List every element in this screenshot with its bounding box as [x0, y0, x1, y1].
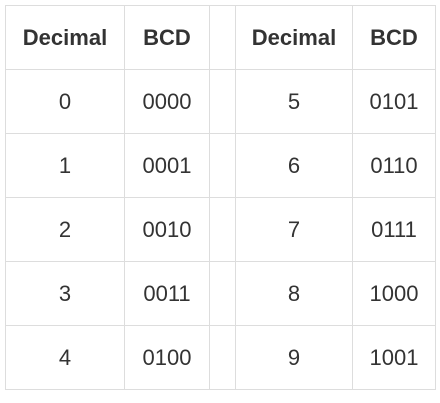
column-spacer	[209, 5, 236, 70]
cell-right-bcd: 0101	[352, 69, 436, 134]
cell-right-decimal: 8	[235, 261, 353, 326]
cell-left-bcd: 0010	[124, 197, 210, 262]
cell-right-decimal: 5	[235, 69, 353, 134]
table-row: 3 0011 8 1000	[5, 261, 436, 326]
cell-right-decimal: 9	[235, 325, 353, 390]
cell-left-bcd: 0011	[124, 261, 210, 326]
column-spacer	[209, 69, 236, 134]
column-spacer	[209, 325, 236, 390]
cell-left-decimal: 4	[5, 325, 125, 390]
cell-left-bcd: 0001	[124, 133, 210, 198]
cell-left-decimal: 1	[5, 133, 125, 198]
cell-right-bcd: 1001	[352, 325, 436, 390]
header-left-decimal: Decimal	[5, 5, 125, 70]
decimal-bcd-table: Decimal BCD Decimal BCD 0 0000 5 0101 1 …	[5, 5, 436, 390]
table-row: 0 0000 5 0101	[5, 69, 436, 134]
header-right-bcd: BCD	[352, 5, 436, 70]
table-row: 1 0001 6 0110	[5, 133, 436, 198]
cell-left-decimal: 0	[5, 69, 125, 134]
column-spacer	[209, 261, 236, 326]
cell-right-decimal: 6	[235, 133, 353, 198]
cell-right-decimal: 7	[235, 197, 353, 262]
cell-left-decimal: 3	[5, 261, 125, 326]
table-row: 4 0100 9 1001	[5, 325, 436, 390]
table-row: 2 0010 7 0111	[5, 197, 436, 262]
column-spacer	[209, 133, 236, 198]
cell-right-bcd: 0110	[352, 133, 436, 198]
header-row: Decimal BCD Decimal BCD	[5, 5, 436, 70]
cell-left-bcd: 0100	[124, 325, 210, 390]
column-spacer	[209, 197, 236, 262]
header-left-bcd: BCD	[124, 5, 210, 70]
cell-left-bcd: 0000	[124, 69, 210, 134]
cell-left-decimal: 2	[5, 197, 125, 262]
header-right-decimal: Decimal	[235, 5, 353, 70]
cell-right-bcd: 1000	[352, 261, 436, 326]
cell-right-bcd: 0111	[352, 197, 436, 262]
